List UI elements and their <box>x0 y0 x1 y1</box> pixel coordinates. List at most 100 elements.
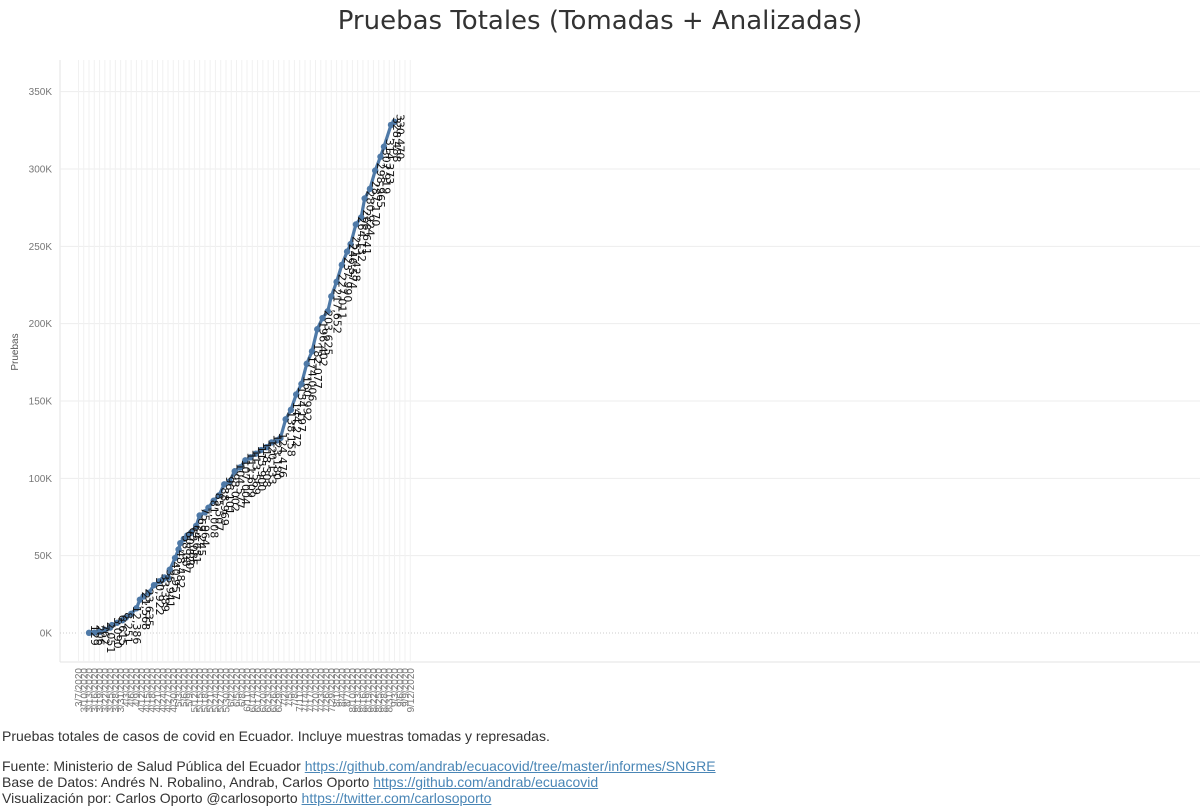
data-label: 8,251 <box>121 612 134 644</box>
data-point <box>140 593 147 600</box>
data-label: 12,386 <box>130 606 143 645</box>
x-tick-label: 5/12/2020 <box>190 668 201 713</box>
x-tick-label: 8/13/2020 <box>353 668 364 713</box>
data-point <box>166 566 173 573</box>
x-tick-label: 8/22/2020 <box>369 668 380 713</box>
data-label: 60,820 <box>183 531 196 570</box>
data-label: 107,004 <box>239 459 252 505</box>
data-label: 246,574 <box>346 244 359 290</box>
data-label: 298,965 <box>374 163 387 209</box>
data-point <box>215 492 223 499</box>
x-tick-label: 9/9/2020 <box>401 668 412 707</box>
data-label: 203,625 <box>322 310 335 356</box>
y-tick-label: 300K <box>29 164 53 175</box>
data-point <box>319 314 326 322</box>
data-point <box>347 240 354 248</box>
x-tick-label: 7/29/2020 <box>327 668 338 713</box>
x-tick-label: 7/8/2020 <box>290 668 301 707</box>
data-label: 217,652 <box>330 288 343 334</box>
data-label: 251,428 <box>350 236 363 282</box>
x-tick-label: 8/19/2020 <box>364 668 375 713</box>
y-tick-label: 200K <box>29 319 53 330</box>
data-label: 21,568 <box>139 592 152 631</box>
data-point <box>324 308 331 315</box>
data-point <box>108 621 116 629</box>
data-point <box>263 443 270 451</box>
data-label: 115,900 <box>255 446 268 492</box>
data-point <box>122 614 130 621</box>
x-tick-label: 6/5/2020 <box>232 668 243 707</box>
data-point <box>175 546 182 553</box>
database-link[interactable]: https://github.com/andrab/ecuacovid <box>373 774 599 790</box>
data-label: 280,924 <box>364 190 377 236</box>
x-tick-label: 4/9/2020 <box>132 668 143 707</box>
data-label: 762 <box>99 624 112 645</box>
data-point <box>371 167 379 174</box>
source-link[interactable]: https://github.com/andrab/ecuacovid/tree… <box>304 758 716 774</box>
chart-description: Pruebas totales de casos de covid en Ecu… <box>2 728 550 744</box>
data-label: 104,577 <box>234 463 247 509</box>
data-point <box>210 497 217 504</box>
data-label: 237,990 <box>341 257 354 303</box>
data-label: 330,470 <box>394 114 407 160</box>
data-point <box>205 504 212 511</box>
data-label: 69,245 <box>195 518 208 557</box>
data-point <box>177 539 184 547</box>
source-line: Fuente: Ministerio de Salud Pública del … <box>2 758 716 774</box>
x-tick-label: 8/4/2020 <box>337 668 348 707</box>
data-point <box>171 554 179 562</box>
x-tick-label: 4/15/2020 <box>142 668 153 713</box>
data-label: 287,170 <box>369 181 382 227</box>
data-label: 154,197 <box>295 387 308 433</box>
data-label: 268,641 <box>360 209 373 255</box>
data-label: 307,919 <box>379 149 392 195</box>
visualization-link[interactable]: https://twitter.com/carlosoporto <box>301 790 492 806</box>
database-line: Base de Datos: Andrés N. Robalino, Andra… <box>2 774 598 790</box>
x-tick-label: 5/21/2020 <box>206 668 217 713</box>
data-label: 40,957 <box>169 562 182 601</box>
data-point <box>357 214 365 221</box>
data-label: 118,308 <box>260 442 273 488</box>
x-tick-label: 6/29/2020 <box>274 668 285 713</box>
data-point <box>377 153 384 160</box>
data-label: 96,101 <box>223 476 236 515</box>
data-point <box>352 221 360 228</box>
y-tick-label: 100K <box>29 474 53 485</box>
data-label: 81,008 <box>207 500 220 539</box>
x-tick-label: 8/16/2020 <box>358 668 369 713</box>
x-tick-label: 6/11/2020 <box>243 668 254 712</box>
data-label: 63,085 <box>186 527 199 566</box>
axis-layer: 0K 50K 100K 150K 200K 250K 300K 350K Pruebas 3/7/… <box>10 87 417 712</box>
database-prefix: Base de Datos: Andrés N. Robalino, Andra… <box>2 774 374 790</box>
data-label: 138,158 <box>285 411 298 457</box>
line-chart: 0K 50K 100K 150K 200K 250K 300K 350K Pruebas 3/7/… <box>10 60 1200 713</box>
data-label: 174,006 <box>306 356 319 402</box>
x-tick-label: 7/5/2020 <box>285 668 296 707</box>
data-point <box>277 434 284 442</box>
x-tick-label: 8/1/2020 <box>332 668 343 707</box>
x-tick-label: 3/7/2020 <box>74 668 85 707</box>
chart-title: Pruebas Totales (Tomadas + Analizadas) <box>337 6 863 36</box>
visualization-line: Visualización por: Carlos Oporto @carlos… <box>2 790 491 806</box>
x-tick-label: 6/8/2020 <box>237 668 248 707</box>
data-label: 30,922 <box>153 577 166 616</box>
y-tick-label: 350K <box>29 87 53 98</box>
data-point <box>247 454 254 461</box>
y-tick-label: 50K <box>34 551 52 562</box>
y-tick-label: 250K <box>29 242 53 253</box>
x-tick-label: 4/24/2020 <box>158 668 169 713</box>
data-point <box>231 468 238 475</box>
x-tick-label: 5/6/2020 <box>179 668 190 707</box>
data-label: 75,964 <box>199 508 212 547</box>
y-axis-title: Pruebas <box>10 333 21 370</box>
data-label: 328,488 <box>390 117 403 163</box>
x-tick-label: 6/20/2020 <box>258 668 269 713</box>
data-point <box>192 522 200 530</box>
data-point <box>187 529 195 537</box>
data-label: 129 <box>88 625 101 646</box>
data-point <box>292 391 300 398</box>
x-tick-label: 4/21/2020 <box>153 668 164 713</box>
data-label: 144,272 <box>290 402 303 448</box>
data-label: 206 <box>93 625 106 646</box>
data-label: 124,476 <box>276 432 289 478</box>
